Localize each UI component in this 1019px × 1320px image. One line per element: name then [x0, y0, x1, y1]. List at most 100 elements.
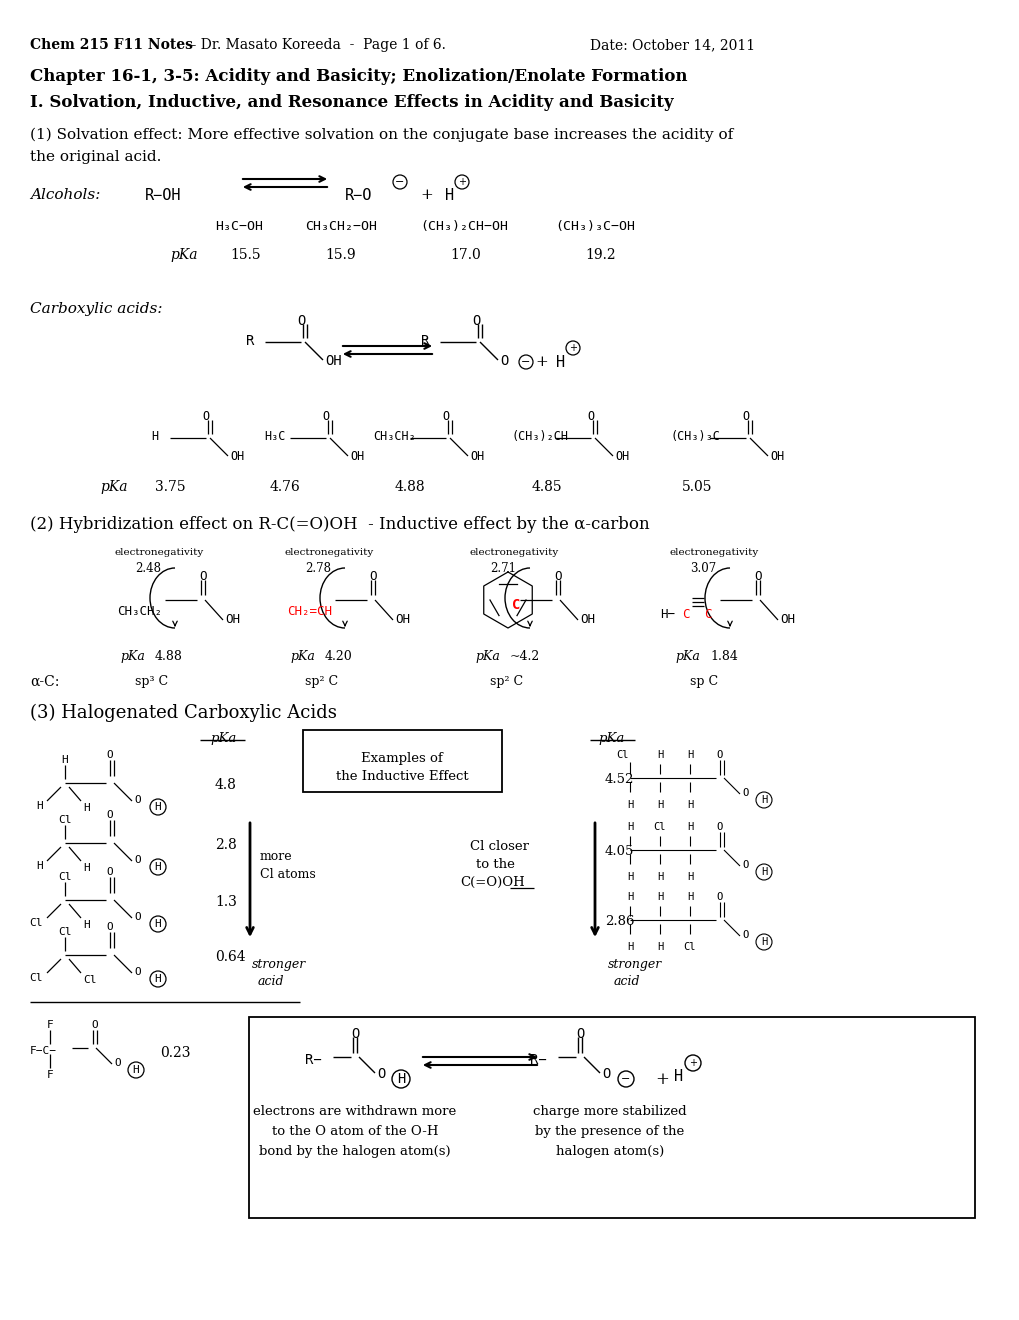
Text: O: O [741, 788, 748, 799]
Text: 4.85: 4.85 [532, 480, 562, 494]
Text: R: R [246, 334, 254, 348]
Text: H: H [656, 750, 662, 760]
Text: Cl closer: Cl closer [470, 840, 529, 853]
Text: Cl: Cl [30, 973, 43, 983]
Text: O: O [742, 411, 749, 422]
Text: OH: OH [229, 450, 244, 463]
Text: O: O [133, 912, 141, 921]
Text: O: O [753, 570, 761, 583]
Text: (3) Halogenated Carboxylic Acids: (3) Halogenated Carboxylic Acids [30, 704, 336, 722]
Text: (2) Hybridization effect on R-C(=O)OH  - Inductive effect by the α-carbon: (2) Hybridization effect on R-C(=O)OH - … [30, 516, 649, 533]
Text: H: H [37, 801, 43, 810]
Text: −: − [521, 356, 530, 367]
Text: O: O [442, 411, 449, 422]
Text: sp² C: sp² C [305, 675, 337, 688]
Text: O: O [133, 795, 141, 805]
Text: H: H [151, 430, 158, 444]
Text: Alcohols:: Alcohols: [30, 187, 100, 202]
Text: +: + [688, 1059, 696, 1068]
Text: pKa: pKa [475, 649, 499, 663]
Text: O: O [107, 867, 113, 876]
Text: R: R [421, 334, 429, 348]
Text: H: H [656, 942, 662, 952]
Text: C(=O)OH: C(=O)OH [460, 876, 524, 888]
Text: −: − [621, 1074, 630, 1084]
Text: H: H [83, 863, 90, 873]
Text: the original acid.: the original acid. [30, 150, 161, 164]
Text: +: + [458, 177, 466, 187]
Text: 17.0: 17.0 [449, 248, 480, 261]
Text: R−OH: R−OH [145, 187, 181, 203]
Text: H: H [656, 892, 662, 902]
Text: I. Solvation, Inductive, and Resonance Effects in Acidity and Basicity: I. Solvation, Inductive, and Resonance E… [30, 94, 673, 111]
Text: 2.71: 2.71 [489, 562, 516, 576]
Text: CH₃CH₂−OH: CH₃CH₂−OH [305, 220, 377, 234]
Text: 1.84: 1.84 [709, 649, 737, 663]
Text: OH: OH [350, 450, 364, 463]
Text: Cl: Cl [653, 822, 665, 832]
Text: +: + [420, 187, 432, 202]
Text: 2.48: 2.48 [135, 562, 161, 576]
Text: H: H [627, 873, 633, 882]
Text: 4.8: 4.8 [215, 777, 236, 792]
Text: H: H [83, 803, 90, 813]
Text: H: H [686, 873, 693, 882]
Text: OH: OH [780, 612, 794, 626]
Text: O: O [133, 855, 141, 865]
Text: the Inductive Effect: the Inductive Effect [335, 770, 468, 783]
Text: O: O [716, 750, 722, 760]
Text: 2.78: 2.78 [305, 562, 331, 576]
Text: H: H [656, 873, 662, 882]
Text: O: O [601, 1067, 609, 1081]
Text: 5.05: 5.05 [682, 480, 712, 494]
Text: O: O [553, 570, 561, 583]
Text: OH: OH [769, 450, 784, 463]
Text: Cl: Cl [58, 873, 71, 882]
Text: O: O [92, 1020, 98, 1030]
Text: H: H [83, 920, 90, 931]
Text: H: H [396, 1072, 405, 1086]
Text: H−: H− [659, 609, 675, 620]
Text: 15.9: 15.9 [325, 248, 356, 261]
Text: 4.88: 4.88 [155, 649, 182, 663]
Text: H: H [37, 861, 43, 871]
Text: pKa: pKa [170, 248, 198, 261]
Text: H: H [444, 187, 453, 203]
Text: O: O [322, 411, 329, 422]
Text: (CH₃)₂CH: (CH₃)₂CH [511, 430, 568, 444]
Text: O: O [133, 968, 141, 977]
Text: H: H [627, 800, 633, 810]
Text: (CH₃)₂CH−OH: (CH₃)₂CH−OH [420, 220, 507, 234]
Text: O: O [107, 921, 113, 932]
Text: O: O [202, 411, 209, 422]
Text: O: O [576, 1027, 584, 1041]
Text: Date: October 14, 2011: Date: October 14, 2011 [589, 38, 754, 51]
Text: halogen atom(s): halogen atom(s) [555, 1144, 663, 1158]
Text: pKa: pKa [120, 649, 145, 663]
Text: Cl: Cl [58, 814, 71, 825]
Text: OH: OH [470, 450, 484, 463]
Text: C: C [703, 609, 711, 620]
Text: 4.76: 4.76 [270, 480, 301, 494]
Text: H: H [760, 867, 766, 876]
Text: electronegativity: electronegativity [284, 548, 374, 557]
Text: 4.20: 4.20 [325, 649, 353, 663]
Text: more: more [260, 850, 292, 863]
Text: H: H [155, 803, 161, 812]
Text: Examples of: Examples of [361, 752, 442, 766]
Text: O: O [741, 931, 748, 940]
Text: H: H [686, 750, 693, 760]
Text: 2.86: 2.86 [604, 915, 634, 928]
Text: (CH₃)₃C: (CH₃)₃C [669, 430, 719, 444]
Text: −: − [395, 177, 405, 187]
Text: C: C [682, 609, 689, 620]
Text: H: H [686, 892, 693, 902]
Text: O: O [377, 1067, 385, 1081]
Text: (CH₃)₃C−OH: (CH₃)₃C−OH [554, 220, 635, 234]
Text: H: H [674, 1069, 683, 1084]
Text: Cl: Cl [683, 942, 696, 952]
Text: R−O: R−O [344, 187, 372, 203]
Text: O: O [741, 861, 748, 870]
Text: sp³ C: sp³ C [135, 675, 168, 688]
Text: Cl: Cl [615, 750, 628, 760]
